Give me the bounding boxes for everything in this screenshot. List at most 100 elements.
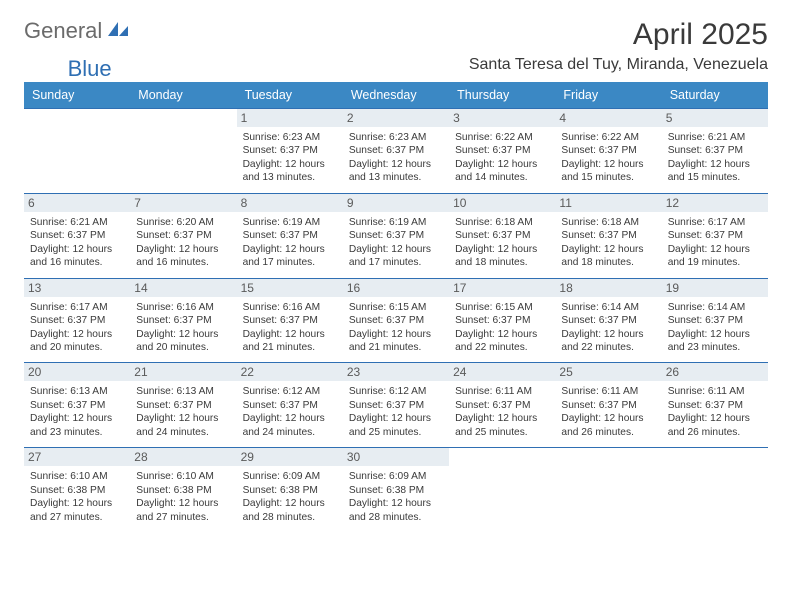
day-number: 17 — [449, 279, 555, 297]
calendar-page: General April 2025 GenBlue Santa Teresa … — [0, 0, 792, 556]
calendar-day-cell: 20 Sunrise: 6:13 AMSunset: 6:37 PMDayligh… — [24, 363, 130, 448]
day-info: Sunrise: 6:16 AMSunset: 6:37 PMDaylight:… — [130, 299, 236, 355]
day-header: Monday — [130, 82, 236, 109]
calendar-day-cell: 2Sunrise: 6:23 AMSunset: 6:37 PMDaylight… — [343, 109, 449, 194]
day-number: 1 — [237, 109, 343, 127]
day-number: 13 — [24, 279, 130, 297]
day-info: Sunrise: 6:16 AMSunset: 6:37 PMDaylight:… — [237, 299, 343, 355]
day-info: Sunrise: 6:22 AMSunset: 6:37 PMDaylight:… — [449, 129, 555, 185]
brand-sail-icon — [106, 18, 130, 44]
day-info: Sunrise: 6:13 AMSunset: 6:37 PMDaylight:… — [24, 383, 130, 439]
calendar-day-cell: 6Sunrise: 6:21 AMSunset: 6:37 PMDaylight… — [24, 193, 130, 278]
day-info: Sunrise: 6:12 AMSunset: 6:37 PMDaylight:… — [237, 383, 343, 439]
calendar-day-cell: 23 Sunrise: 6:12 AMSunset: 6:37 PMDayligh… — [343, 363, 449, 448]
calendar-week-row: 13 Sunrise: 6:17 AMSunset: 6:37 PMDayligh… — [24, 278, 768, 363]
day-info: Sunrise: 6:09 AMSunset: 6:38 PMDaylight:… — [237, 468, 343, 524]
day-number: 8 — [237, 194, 343, 212]
day-info: Sunrise: 6:13 AMSunset: 6:37 PMDaylight:… — [130, 383, 236, 439]
day-number: 4 — [555, 109, 661, 127]
day-number: 14 — [130, 279, 236, 297]
calendar-day-cell: 30Sunrise: 6:09 AMSunset: 6:38 PMDayligh… — [343, 448, 449, 532]
day-info: Sunrise: 6:11 AMSunset: 6:37 PMDaylight:… — [555, 383, 661, 439]
day-header: Thursday — [449, 82, 555, 109]
day-header: Sunday — [24, 82, 130, 109]
day-header: Saturday — [662, 82, 768, 109]
day-number: 15 — [237, 279, 343, 297]
day-info: Sunrise: 6:21 AMSunset: 6:37 PMDaylight:… — [662, 129, 768, 185]
calendar-day-cell: 28 Sunrise: 6:10 AMSunset: 6:38 PMDayligh… — [130, 448, 236, 532]
calendar-day-cell: 8 Sunrise: 6:19 AMSunset: 6:37 PMDaylight… — [237, 193, 343, 278]
day-number: 20 — [24, 363, 130, 381]
day-number: 11 — [555, 194, 661, 212]
day-number: 9 — [343, 194, 449, 212]
calendar-week-row: 27Sunrise: 6:10 AMSunset: 6:38 PMDayligh… — [24, 448, 768, 532]
day-number: 21 — [130, 363, 236, 381]
day-number: 27 — [24, 448, 130, 466]
calendar-day-cell: 3 Sunrise: 6:22 AMSunset: 6:37 PMDaylight… — [449, 109, 555, 194]
day-info: Sunrise: 6:20 AMSunset: 6:37 PMDaylight:… — [130, 214, 236, 270]
calendar-day-cell: 22 Sunrise: 6:12 AMSunset: 6:37 PMDayligh… — [237, 363, 343, 448]
day-number: 19 — [662, 279, 768, 297]
day-info: Sunrise: 6:22 AMSunset: 6:37 PMDaylight:… — [555, 129, 661, 185]
day-number: 22 — [237, 363, 343, 381]
day-number: 3 — [449, 109, 555, 127]
brand-word2-wrap: GenBlue — [24, 56, 112, 82]
header-row: General April 2025 — [24, 18, 768, 52]
calendar-day-cell: 26Sunrise: 6:11 AMSunset: 6:37 PMDayligh… — [662, 363, 768, 448]
day-number: 25 — [555, 363, 661, 381]
day-info: Sunrise: 6:10 AMSunset: 6:38 PMDaylight:… — [130, 468, 236, 524]
calendar-empty-cell — [24, 109, 130, 194]
day-info: Sunrise: 6:17 AMSunset: 6:37 PMDaylight:… — [24, 299, 130, 355]
brand-logo: General — [24, 18, 132, 44]
calendar-week-row: 1Sunrise: 6:23 AMSunset: 6:37 PMDaylight… — [24, 109, 768, 194]
day-info: Sunrise: 6:18 AMSunset: 6:37 PMDaylight:… — [555, 214, 661, 270]
calendar-day-cell: 7 Sunrise: 6:20 AMSunset: 6:37 PMDaylight… — [130, 193, 236, 278]
calendar-day-cell: 19 Sunrise: 6:14 AMSunset: 6:37 PMDayligh… — [662, 278, 768, 363]
day-number: 12 — [662, 194, 768, 212]
day-info: Sunrise: 6:12 AMSunset: 6:37 PMDaylight:… — [343, 383, 449, 439]
day-info: Sunrise: 6:11 AMSunset: 6:37 PMDaylight:… — [449, 383, 555, 439]
calendar-body: 1Sunrise: 6:23 AMSunset: 6:37 PMDaylight… — [24, 109, 768, 533]
calendar-day-cell: 4 Sunrise: 6:22 AMSunset: 6:37 PMDaylight… — [555, 109, 661, 194]
calendar-day-cell: 12Sunrise: 6:17 AMSunset: 6:37 PMDayligh… — [662, 193, 768, 278]
calendar-table: SundayMondayTuesdayWednesdayThursdayFrid… — [24, 82, 768, 532]
calendar-day-cell: 21 Sunrise: 6:13 AMSunset: 6:37 PMDayligh… — [130, 363, 236, 448]
calendar-day-cell: 18Sunrise: 6:14 AMSunset: 6:37 PMDayligh… — [555, 278, 661, 363]
brand-word2: Blue — [68, 56, 112, 82]
day-number: 23 — [343, 363, 449, 381]
day-number: 24 — [449, 363, 555, 381]
calendar-day-cell: 9 Sunrise: 6:19 AMSunset: 6:37 PMDaylight… — [343, 193, 449, 278]
calendar-day-cell: 24 Sunrise: 6:11 AMSunset: 6:37 PMDayligh… — [449, 363, 555, 448]
calendar-day-cell: 5Sunrise: 6:21 AMSunset: 6:37 PMDaylight… — [662, 109, 768, 194]
day-number: 6 — [24, 194, 130, 212]
day-info: Sunrise: 6:14 AMSunset: 6:37 PMDaylight:… — [662, 299, 768, 355]
calendar-day-cell: 13 Sunrise: 6:17 AMSunset: 6:37 PMDayligh… — [24, 278, 130, 363]
day-info: Sunrise: 6:14 AMSunset: 6:37 PMDaylight:… — [555, 299, 661, 355]
day-info: Sunrise: 6:19 AMSunset: 6:37 PMDaylight:… — [343, 214, 449, 270]
day-number: 28 — [130, 448, 236, 466]
day-info: Sunrise: 6:10 AMSunset: 6:38 PMDaylight:… — [24, 468, 130, 524]
day-info: Sunrise: 6:15 AMSunset: 6:37 PMDaylight:… — [449, 299, 555, 355]
calendar-day-cell: 10Sunrise: 6:18 AMSunset: 6:37 PMDayligh… — [449, 193, 555, 278]
calendar-day-cell: 17 Sunrise: 6:15 AMSunset: 6:37 PMDayligh… — [449, 278, 555, 363]
calendar-day-cell: 16Sunrise: 6:15 AMSunset: 6:37 PMDayligh… — [343, 278, 449, 363]
day-number: 29 — [237, 448, 343, 466]
calendar-day-cell: 15 Sunrise: 6:16 AMSunset: 6:37 PMDayligh… — [237, 278, 343, 363]
calendar-week-row: 20Sunrise: 6:13 AMSunset: 6:37 PMDayligh… — [24, 363, 768, 448]
calendar-day-cell: 11 Sunrise: 6:18 AMSunset: 6:37 PMDayligh… — [555, 193, 661, 278]
day-number: 7 — [130, 194, 236, 212]
day-info: Sunrise: 6:23 AMSunset: 6:37 PMDaylight:… — [343, 129, 449, 185]
day-number: 16 — [343, 279, 449, 297]
day-header: Tuesday — [237, 82, 343, 109]
calendar-day-cell: 25 Sunrise: 6:11 AMSunset: 6:37 PMDayligh… — [555, 363, 661, 448]
calendar-day-cell: 27 Sunrise: 6:10 AMSunset: 6:38 PMDayligh… — [24, 448, 130, 532]
brand-word1: General — [24, 18, 102, 44]
day-info: Sunrise: 6:19 AMSunset: 6:37 PMDaylight:… — [237, 214, 343, 270]
calendar-week-row: 6Sunrise: 6:21 AMSunset: 6:37 PMDaylight… — [24, 193, 768, 278]
calendar-header-row: SundayMondayTuesdayWednesdayThursdayFrid… — [24, 82, 768, 109]
calendar-day-cell: 29 Sunrise: 6:09 AMSunset: 6:38 PMDayligh… — [237, 448, 343, 532]
calendar-day-cell: 1Sunrise: 6:23 AMSunset: 6:37 PMDaylight… — [237, 109, 343, 194]
calendar-day-cell: 14 Sunrise: 6:16 AMSunset: 6:37 PMDayligh… — [130, 278, 236, 363]
calendar-empty-cell — [555, 448, 661, 532]
day-number: 10 — [449, 194, 555, 212]
